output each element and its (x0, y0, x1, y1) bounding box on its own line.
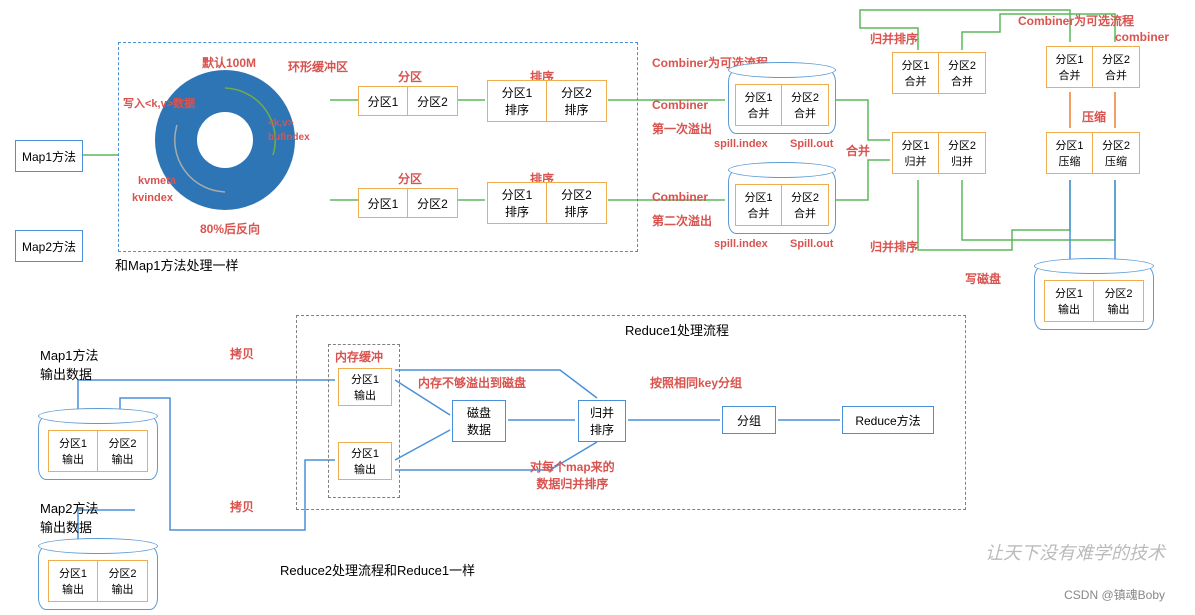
mergesort-label-b: 归并排序 (870, 238, 918, 255)
map-note: 和Map1方法处理一样 (115, 255, 239, 274)
combiner-label-2: combiner (1115, 30, 1169, 44)
membuf-label: 内存缓冲 (335, 348, 383, 365)
merge-bot: 分区1 归并 分区2 归并 (892, 132, 986, 174)
output-cyl-top: 分区1 输出 分区2 输出 (1034, 258, 1154, 330)
spillindex-2: spill.index (714, 238, 768, 250)
copy-2: 拷贝 (230, 498, 254, 515)
group-box: 分组 (722, 406, 776, 434)
map2-label: Map2方法 (22, 238, 76, 255)
map1-box: Map1方法 (15, 140, 83, 172)
spill1: 第一次溢出 (652, 120, 712, 137)
kvindex-label: kvindex (132, 192, 173, 204)
write-label: 写入<k,v>数据 (123, 95, 195, 111)
reduce2-note: Reduce2处理流程和Reduce1一样 (280, 560, 475, 579)
partition-label-2: 分区 (398, 170, 422, 187)
watermark-2: CSDN @镇魂Boby (1064, 586, 1165, 603)
map1-label: Map1方法 (22, 148, 76, 165)
spillout-2: Spill.out (790, 238, 833, 250)
permap-label: 对每个map来的 数据归并排序 (530, 458, 615, 492)
combiner-1: Combiner (652, 98, 708, 112)
kvmeta-label: kvmeta (138, 175, 176, 187)
compress-bot: 分区1 压缩 分区2 压缩 (1046, 132, 1140, 174)
merge-label: 合并 (846, 142, 870, 159)
map2out-cyl: 分区1 输出 分区2 输出 (38, 538, 158, 610)
map1out-cyl: 分区1 输出 分区2 输出 (38, 408, 158, 480)
membuf-p1b: 分区1 输出 (338, 442, 392, 480)
combiner-opt-2: Combiner为可选流程 (1018, 12, 1134, 29)
disk-data: 磁盘 数据 (452, 400, 506, 442)
compress-top: 分区1 合并 分区2 合并 (1046, 46, 1140, 88)
combiner-2: Combiner (652, 190, 708, 204)
sort-row1: 分区1 排序 分区2 排序 (487, 80, 607, 122)
spill2: 第二次溢出 (652, 212, 712, 229)
bufindex-label: bufindex (268, 132, 310, 143)
writedisk-label: 写磁盘 (965, 270, 1001, 287)
default-size: 默认100M (202, 54, 256, 71)
membuf-p1a: 分区1 输出 (338, 368, 392, 406)
mergesort-box: 归并 排序 (578, 400, 626, 442)
groupbykey-label: 按照相同key分组 (650, 374, 742, 391)
copy-1: 拷贝 (230, 345, 254, 362)
spill-cyl-2: 分区1 合并 分区2 合并 (728, 162, 836, 234)
spilldisk-label: 内存不够溢出到磁盘 (418, 374, 526, 391)
compress-label: 压缩 (1082, 108, 1106, 125)
ringbuf-label: 环形缓冲区 (288, 58, 348, 75)
spillindex-1: spill.index (714, 138, 768, 150)
spillout-1: Spill.out (790, 138, 833, 150)
mergesort-label-t: 归并排序 (870, 30, 918, 47)
partition-row2: 分区1 分区2 (358, 188, 458, 218)
reverse-label: 80%后反向 (200, 220, 260, 237)
reduce-method: Reduce方法 (842, 406, 934, 434)
spill-cyl-1: 分区1 合并 分区2 合并 (728, 62, 836, 134)
map1out-label: Map1方法 输出数据 (40, 345, 99, 383)
watermark-1: 让天下没有难学的技术 (985, 539, 1165, 565)
map2-box: Map2方法 (15, 230, 83, 262)
sort-row2: 分区1 排序 分区2 排序 (487, 182, 607, 224)
merge-top: 分区1 合并 分区2 合并 (892, 52, 986, 94)
partition-label-1: 分区 (398, 68, 422, 85)
kv-label: <k,v> (268, 118, 294, 129)
reduce1-label: Reduce1处理流程 (625, 320, 729, 339)
partition-row1: 分区1 分区2 (358, 86, 458, 116)
map2out-label: Map2方法 输出数据 (40, 498, 99, 536)
